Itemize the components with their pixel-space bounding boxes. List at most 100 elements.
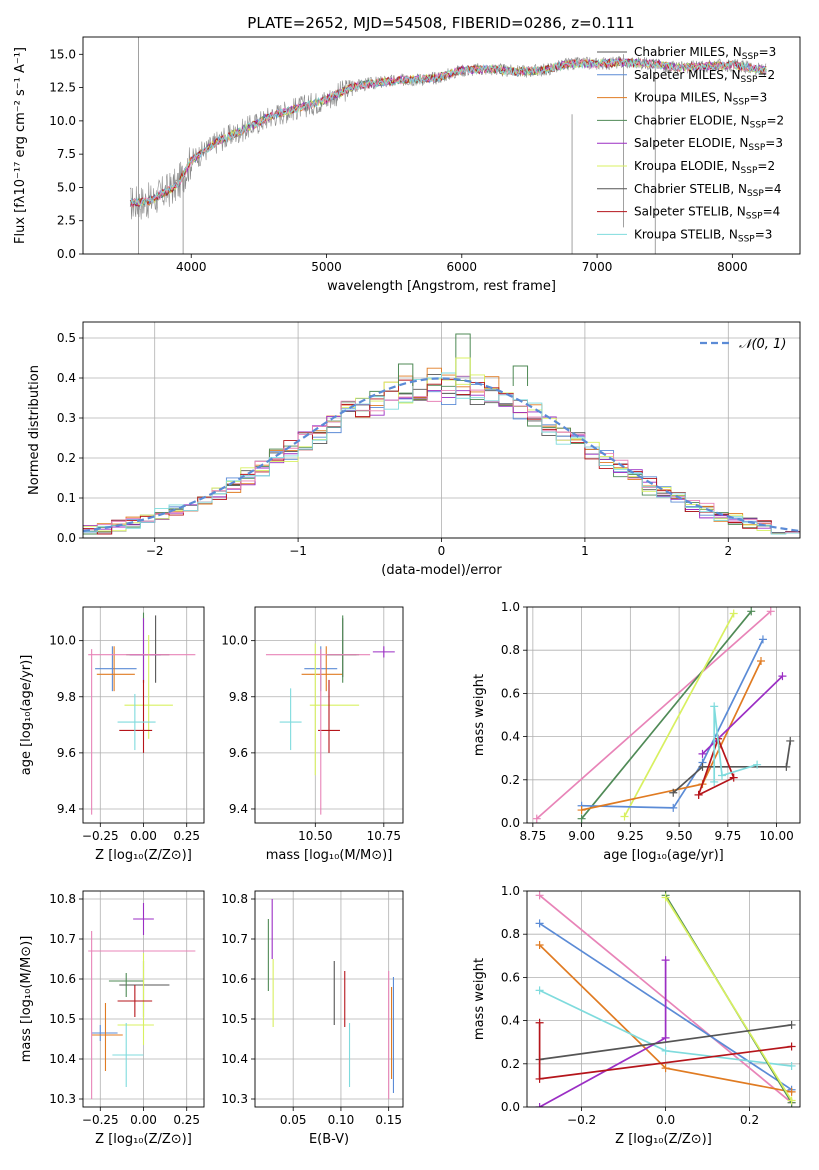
legend-label: Chabrier MILES, NSSP=3 xyxy=(634,45,776,62)
x-axis-label: Z [log₁₀(Z/Z⊙)] xyxy=(615,1132,712,1147)
x-tick-label: 10.50 xyxy=(298,829,332,843)
y-tick-label: 9.8 xyxy=(229,690,248,704)
y-tick-label: 10.0 xyxy=(49,634,76,648)
weight-marker xyxy=(758,635,767,644)
errorbar-point xyxy=(372,646,395,658)
x-tick-label: −0.2 xyxy=(567,1113,596,1127)
legend-tail: =4 xyxy=(764,182,782,196)
y-tick-label: 10.7 xyxy=(49,932,76,946)
spectrum-plot xyxy=(129,37,767,254)
x-axis-label: mass [log₁₀(M/M⊙)] xyxy=(266,848,393,863)
y-tick-label: 12.5 xyxy=(49,81,76,95)
legend-tail: =3 xyxy=(750,91,768,105)
errorbar-point xyxy=(318,679,340,753)
y-tick-label: 2.5 xyxy=(57,214,76,228)
y-axis-label: Flux [fλ10⁻¹⁷ erg cm⁻² s⁻¹ A⁻¹] xyxy=(13,47,28,244)
legend-text: Chabrier STELIB, N xyxy=(634,182,747,196)
normal-curve-line xyxy=(83,377,800,533)
legend-subscript: SSP xyxy=(748,143,765,153)
legend-subscript: SSP xyxy=(741,75,758,85)
y-tick-label: 0.2 xyxy=(501,773,520,787)
weight-marker xyxy=(535,1018,544,1027)
x-tick-label: −2 xyxy=(146,544,164,558)
weight-marker xyxy=(620,812,629,821)
weight-marker xyxy=(787,1096,796,1105)
legend-tail: =3 xyxy=(755,227,773,241)
weight-marker xyxy=(535,919,544,928)
mass_vs_Z-plot xyxy=(88,903,196,1099)
weight-marker xyxy=(786,736,795,745)
spectrum-axes: 4000 5000 6000 7000 8000 0.0 2.5 5.0 7.5 10.0 12.5… xyxy=(13,47,748,294)
x-tick-label: 10.00 xyxy=(759,829,793,843)
legend-tail: =3 xyxy=(765,136,783,150)
y-tick-label: 10.3 xyxy=(49,1092,76,1106)
legend-subscript: SSP xyxy=(742,52,759,62)
y-tick-label: 10.8 xyxy=(49,892,76,906)
y-axis-label: mass [log₁₀(M/M⊙)] xyxy=(19,936,34,1063)
age_vs_Z-axes: −0.25 0.00 0.25 9.4 9.6 9.8 10.0 Z [log₁₀(Z/Z⊙)… xyxy=(19,607,204,863)
histogram-peak xyxy=(512,365,529,386)
y-tick-label: 15.0 xyxy=(49,47,76,61)
weight-marker xyxy=(577,806,586,815)
spectrum-frame xyxy=(82,36,801,255)
y-tick-label: 10.5 xyxy=(221,1012,248,1026)
weight-marker xyxy=(753,760,762,769)
weight-line xyxy=(539,1024,792,1061)
weight-line xyxy=(581,660,762,811)
errorbar-point xyxy=(108,973,144,997)
weight-marker xyxy=(766,607,775,616)
x-tick-label: 0.00 xyxy=(130,1113,157,1127)
errorbar-point xyxy=(279,688,302,751)
y-tick-label: 10.6 xyxy=(49,972,76,986)
weight-line xyxy=(672,740,792,794)
y-tick-label: 0.4 xyxy=(57,371,76,385)
x-tick-label: −1 xyxy=(289,544,307,558)
y-tick-label: 9.6 xyxy=(229,746,248,760)
x-axis-label: wavelength [Angstrom, rest frame] xyxy=(327,279,556,294)
x-axis-label: age [log₁₀(age/yr)] xyxy=(603,848,724,863)
legend-text: Salpeter ELODIE, N xyxy=(634,136,748,150)
legend-label: Salpeter MILES, NSSP=2 xyxy=(634,68,775,85)
legend-tail: =2 xyxy=(757,159,775,173)
y-axis-label: age [log₁₀(age/yr)] xyxy=(19,655,34,776)
weight-marker xyxy=(669,803,678,812)
weight_vs_Z-plot xyxy=(535,891,796,1107)
x-axis-label: (data-model)/error xyxy=(381,563,502,578)
weight-line xyxy=(701,675,784,755)
legend-text: Chabrier MILES, N xyxy=(634,45,742,59)
legend-text: Kroupa MILES, N xyxy=(634,91,733,105)
errorbar-point xyxy=(124,635,173,739)
y-tick-label: 0.2 xyxy=(501,1057,520,1071)
x-tick-label: 0.05 xyxy=(280,1113,307,1127)
legend-text: Kroupa STELIB, N xyxy=(634,227,738,241)
x-tick-label: 9.00 xyxy=(568,829,595,843)
x-tick-label: 0.25 xyxy=(173,829,200,843)
legend-label: Kroupa ELODIE, NSSP=2 xyxy=(634,159,775,176)
errorbar-point xyxy=(326,615,360,683)
legend-label: Kroupa MILES, NSSP=3 xyxy=(634,91,767,108)
weight-marker xyxy=(535,986,544,995)
weight-line xyxy=(536,610,772,820)
legend-subscript: SSP xyxy=(733,98,750,108)
residual-histogram xyxy=(83,367,800,535)
age_vs_mass-plot xyxy=(265,615,395,815)
weight-marker xyxy=(787,1042,796,1051)
errorbar-point xyxy=(301,646,343,692)
x-tick-label: 0.10 xyxy=(328,1113,355,1127)
errorbar-point xyxy=(88,931,196,1099)
mass_vs_EBV-axes: 0.05 0.10 0.15 10.3 10.4 10.5 10.6 10.7 10.8 E(B-… xyxy=(221,891,403,1147)
weight-marker xyxy=(669,788,678,797)
y-tick-label: 0.8 xyxy=(501,643,520,657)
age_vs_Z-frame xyxy=(82,606,205,824)
legend-tail: =4 xyxy=(763,205,781,219)
errorbar-point xyxy=(117,985,153,1017)
weight-marker xyxy=(729,773,738,782)
weight-line xyxy=(664,897,793,1101)
errorbar-point xyxy=(117,693,156,751)
weight-marker xyxy=(747,607,756,616)
x-tick-label: 7000 xyxy=(582,260,613,274)
y-tick-label: 0.6 xyxy=(501,686,520,700)
x-tick-label: 8000 xyxy=(717,260,748,274)
weight-line xyxy=(697,736,735,796)
